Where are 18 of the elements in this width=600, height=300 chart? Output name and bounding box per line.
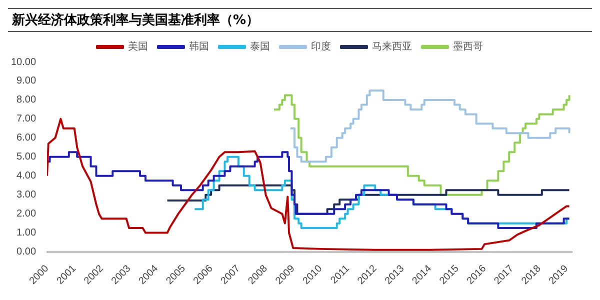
legend-label: 墨西哥 xyxy=(453,42,483,53)
y-tick-label: 6.00 xyxy=(16,132,36,144)
y-tick-label: 9.00 xyxy=(16,76,36,87)
legend-label: 印度 xyxy=(311,40,331,53)
legend-label: 马来西亚 xyxy=(372,40,412,53)
y-tick-label: 5.00 xyxy=(16,152,36,163)
y-tick-label: 4.00 xyxy=(16,170,36,182)
legend-label: 韩国 xyxy=(189,40,209,53)
y-tick-label: 0.00 xyxy=(16,246,36,258)
y-tick-label: 2.00 xyxy=(16,208,36,220)
y-tick-label: 7.00 xyxy=(16,114,36,125)
chart-title: 新兴经济体政策利率与美国基准利率（%） xyxy=(8,8,592,32)
y-tick-label: 10.00 xyxy=(10,56,36,68)
y-tick-label: 8.00 xyxy=(16,94,36,106)
legend-label: 泰国 xyxy=(250,42,270,53)
y-tick-label: 3.00 xyxy=(16,190,36,201)
y-tick-label: 1.00 xyxy=(16,228,36,239)
legend-label: 美国 xyxy=(128,40,148,53)
